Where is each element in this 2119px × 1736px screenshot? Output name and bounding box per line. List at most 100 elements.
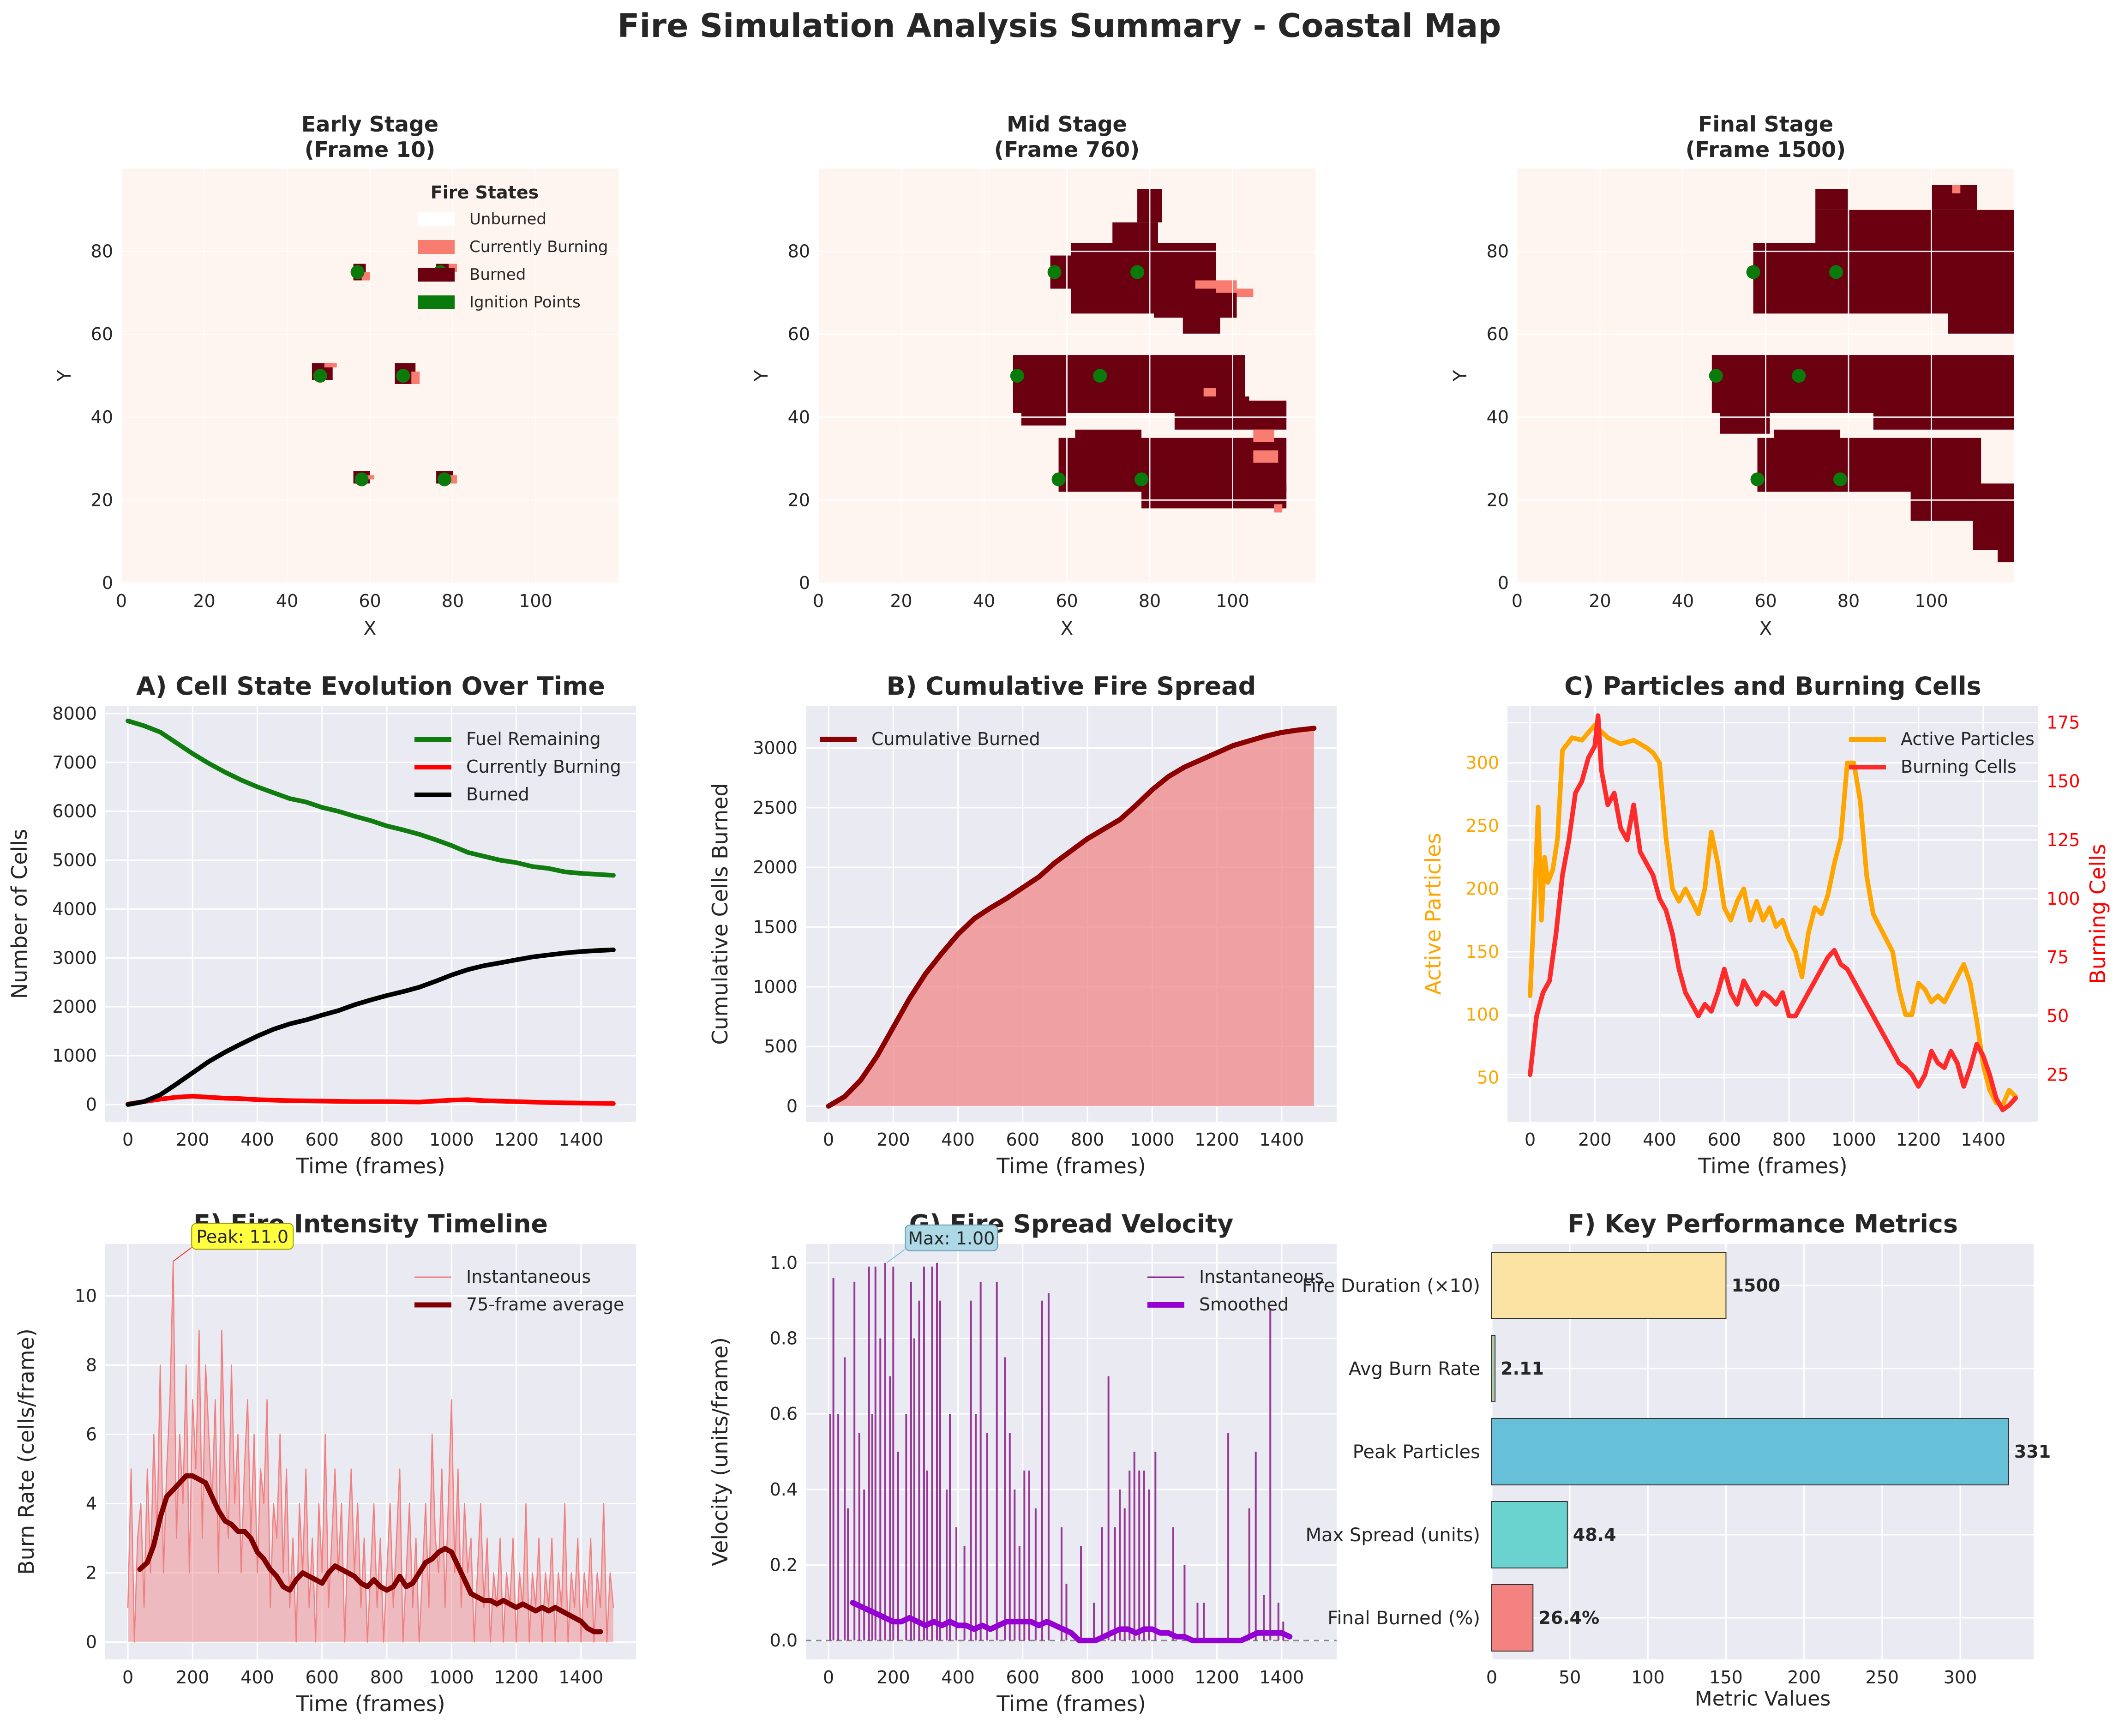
x-tick-label: 1400 [558, 1667, 603, 1688]
annotation-text: Max: 1.00 [908, 1228, 995, 1249]
y-tick-label: 50 [1477, 1068, 1499, 1088]
ignition-point [350, 265, 365, 279]
legend-label: Burned [469, 265, 526, 284]
y-tick-label: 6000 [52, 801, 97, 822]
y-tick-label: 20 [788, 490, 810, 510]
y-tick-label: 60 [91, 324, 113, 344]
y-tick-label: 80 [1487, 241, 1509, 262]
map-map_mid: Mid Stage(Frame 760) 0 20 40 60 80 100 0 20 40 60 8… [751, 112, 1315, 639]
ignition-point [1130, 265, 1145, 279]
burning-region [366, 475, 374, 480]
x-tick-label: 1000 [429, 1129, 474, 1150]
x-tick-label: 1400 [1259, 1129, 1304, 1150]
series-area [128, 1261, 613, 1642]
legend-label: Unburned [469, 210, 546, 228]
x-tick-label: 800 [1071, 1129, 1105, 1150]
x-tick-label: 1400 [1961, 1129, 2005, 1150]
category-label: Avg Burn Rate [1349, 1358, 1480, 1380]
x-tick-label: 40 [1672, 591, 1694, 611]
x-tick-label: 60 [1056, 591, 1078, 611]
ignition-point [1010, 369, 1024, 383]
ignition-point [438, 472, 452, 487]
x-tick-label: 0 [122, 1129, 133, 1150]
y-axis-label: Burn Rate (cells/frame) [14, 1328, 39, 1575]
x-tick-label: 600 [306, 1129, 339, 1150]
annotation-box [905, 1224, 998, 1251]
x-tick-label: 20 [1589, 591, 1611, 611]
y-tick-label: 3000 [52, 948, 97, 968]
legend: Fire States Unburned Currently Burning Burn… [418, 182, 608, 312]
x-tick-label: 1400 [558, 1129, 603, 1150]
ignition-point [1833, 472, 1848, 487]
chart-A: A) Cell State Evolution Over Time 0 200 400… [7, 672, 636, 1178]
y-tick-label: 20 [1487, 490, 1509, 510]
y-tick-label: 80 [91, 241, 113, 262]
legend-label: Smoothed [1199, 1294, 1289, 1315]
y-tick-label: 8000 [52, 703, 97, 724]
y-axis-label: Y [54, 370, 75, 382]
y-tick-label: 250 [1465, 816, 1499, 836]
x-tick-label: 0 [1512, 591, 1523, 611]
x-tick-label: 200 [1578, 1129, 1612, 1150]
x-tick-label: 100 [1915, 591, 1948, 611]
x-tick-label: 0 [823, 1129, 834, 1150]
x-tick-label: 100 [1216, 591, 1249, 611]
x-tick-label: 80 [442, 591, 464, 611]
x-tick-label: 1000 [1831, 1129, 1876, 1150]
legend-label: Currently Burning [469, 238, 608, 256]
y-tick-label-right: 75 [2047, 947, 2069, 967]
y-tick-label-right: 150 [2047, 771, 2080, 792]
series-line [1528, 722, 2018, 1108]
y-tick-label: 10 [75, 1286, 97, 1306]
figure-title: Fire Simulation Analysis Summary - Coast… [618, 7, 1501, 45]
chart-title: Final Stage [1698, 112, 1833, 137]
y-tick-label: 300 [1465, 753, 1499, 773]
y-axis-label: Y [1450, 370, 1471, 382]
burned-region [1753, 243, 2014, 314]
legend-label: Instantaneous [1199, 1267, 1324, 1287]
burning-region [1216, 280, 1237, 293]
legend-label: Cumulative Burned [871, 729, 1040, 749]
y-tick-label: 40 [788, 407, 810, 427]
burned-region [1815, 189, 1849, 210]
category-label: Final Burned (%) [1327, 1608, 1480, 1629]
category-label: Fire Duration (×10) [1302, 1275, 1480, 1297]
bar [1491, 1252, 1727, 1319]
x-tick-label: 80 [1837, 591, 1860, 611]
burned-region [1910, 483, 2014, 521]
x-tick-label: 60 [359, 591, 381, 611]
x-tick-label: 1000 [1130, 1667, 1175, 1688]
bar-value-label: 2.11 [1501, 1358, 1544, 1379]
x-tick-label: 200 [176, 1129, 210, 1150]
x-axis-label: Time (frames) [996, 1153, 1146, 1178]
ignition-point [1051, 472, 1066, 487]
burned-region [1973, 517, 2014, 550]
x-tick-label: 0 [823, 1667, 834, 1688]
y-tick-label: 0 [1498, 573, 1509, 593]
y-tick-label: 0.6 [770, 1404, 798, 1424]
burned-region [1141, 483, 1287, 509]
burned-region [1873, 400, 2014, 430]
x-axis-label: Time (frames) [295, 1153, 445, 1178]
series-line [126, 1093, 616, 1106]
ignition-point [1750, 472, 1765, 487]
y-tick-label: 4000 [52, 899, 97, 919]
x-tick-label: 800 [1772, 1129, 1806, 1150]
ignition-point [1709, 369, 1723, 383]
x-tick-label: 0 [1486, 1667, 1497, 1688]
legend-label: Instantaneous [466, 1267, 591, 1287]
x-tick-label: 1200 [1896, 1129, 1941, 1150]
chart-title: (Frame 1500) [1686, 137, 1846, 162]
x-tick-label: 1000 [429, 1667, 474, 1688]
bar [1491, 1584, 1534, 1652]
burning-region [1237, 288, 1254, 297]
series-line [127, 1261, 614, 1643]
chart-B: B) Cumulative Fire Spread 0 200 400 600 800 10… [708, 672, 1337, 1178]
y-tick-label: 80 [788, 241, 810, 262]
legend-label: 75-frame average [466, 1294, 624, 1315]
x-tick-label: 1200 [1195, 1129, 1239, 1150]
burning-region [1253, 450, 1279, 463]
x-tick-label: 150 [1709, 1667, 1743, 1688]
series-line [126, 947, 616, 1107]
